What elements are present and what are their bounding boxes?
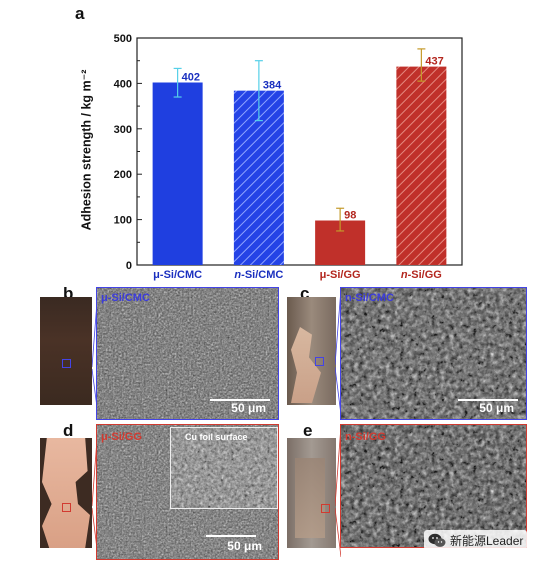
chart-bars [152, 48, 447, 266]
chart-axes: 0 100 200 300 400 500 [114, 33, 463, 272]
data-label: 98 [344, 210, 356, 222]
chart-labels: 402 μ-Si/CMC 384 n-Si/CMC 98 μ-Si/GG 437 n-Si/G… [153, 56, 444, 281]
category-label: n-Si/CMC [234, 269, 283, 281]
panel-letter-c: c [300, 284, 310, 303]
cu-foil-inset: Cu foil surface [170, 427, 278, 509]
scale-bar-d [206, 535, 256, 537]
sem-label-c: n-Si/CMC [345, 292, 394, 304]
y-tick-label: 200 [114, 169, 132, 181]
sem-label-b: μ-Si/CMC [101, 292, 150, 304]
data-label: 384 [263, 80, 282, 92]
scale-bar-b [210, 399, 270, 401]
scale-text-b: 50 μm [231, 401, 266, 415]
panel-letter-a: a [75, 4, 85, 23]
sem-image-e: n-Si/GG [340, 424, 527, 548]
wechat-icon [428, 533, 446, 547]
sem-label-d: μ-Si/GG [101, 431, 142, 443]
category-label: μ-Si/GG [320, 269, 361, 281]
y-axis-label: Adhesion strength / kg m⁻² [79, 69, 94, 231]
y-tick-label: 300 [114, 124, 132, 136]
cu-foil-label: Cu foil surface [185, 432, 248, 442]
electrode-photo-b [40, 297, 92, 405]
scale-text-d: 50 μm [227, 539, 262, 553]
electrode-photo-e [287, 438, 336, 548]
y-tick-label: 500 [114, 33, 132, 45]
zoom-marker-c [315, 357, 324, 366]
electrode-photo-d [40, 438, 92, 548]
data-label: 402 [182, 71, 200, 83]
y-tick-label: 100 [114, 215, 132, 227]
scale-bar-c [458, 399, 518, 401]
y-tick-label: 0 [126, 260, 132, 272]
panel-letter-d: d [63, 421, 74, 440]
sem-label-e: n-Si/GG [345, 431, 386, 443]
watermark-text: 新能源Leader [450, 533, 524, 548]
sem-image-b: μ-Si/CMC 50 μm [96, 287, 279, 420]
adhesion-bar-chart: 0 100 200 300 400 500 402 μ-Si/CMC 384 n-Si/CMC 9… [114, 33, 463, 281]
category-label: n-Si/GG [401, 269, 442, 281]
panel-letter-b: b [63, 284, 74, 303]
category-label: μ-Si/CMC [153, 269, 202, 281]
zoom-marker-e [321, 504, 330, 513]
zoom-marker-b [62, 359, 71, 368]
electrode-photo-c [287, 297, 336, 405]
zoom-marker-d [62, 503, 71, 512]
sem-image-d: Cu foil surface μ-Si/GG 50 μm [96, 424, 279, 560]
bar [396, 66, 447, 266]
y-tick-label: 400 [114, 78, 132, 90]
panel-letter-e: e [303, 421, 313, 440]
watermark: 新能源Leader [424, 530, 528, 550]
data-label: 437 [425, 56, 443, 68]
scale-text-c: 50 μm [479, 401, 514, 415]
bar [152, 82, 203, 265]
sem-image-c: n-Si/CMC 50 μm [340, 287, 527, 420]
